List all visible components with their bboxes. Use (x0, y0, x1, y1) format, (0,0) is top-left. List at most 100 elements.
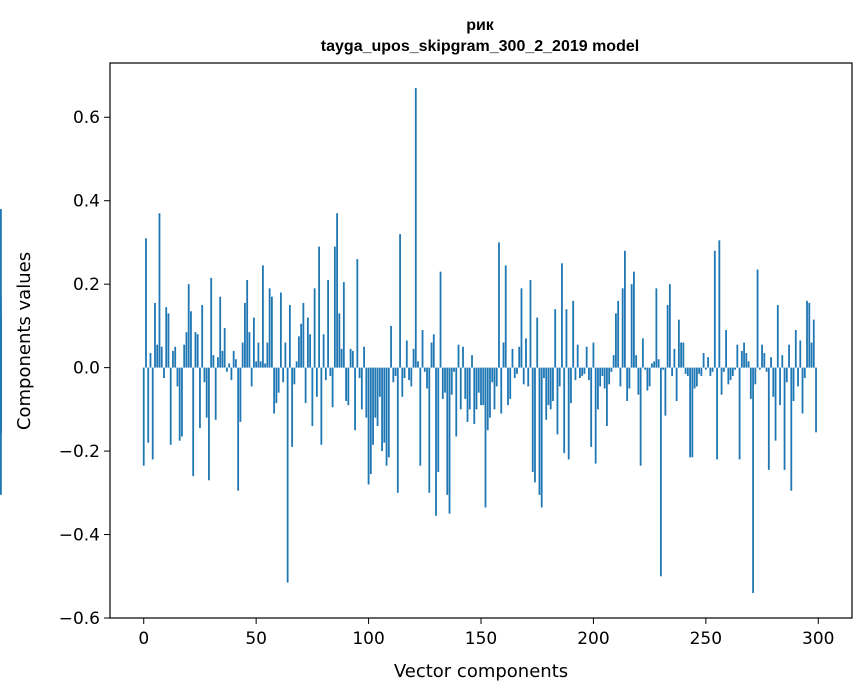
bar (248, 332, 251, 368)
bar (428, 367, 431, 493)
bar (561, 263, 563, 368)
bar (545, 367, 548, 420)
bar (383, 367, 386, 443)
bar (441, 367, 444, 399)
bar (194, 332, 197, 368)
bar (318, 246, 321, 368)
bar (565, 309, 568, 368)
bar (309, 334, 312, 368)
bar (718, 240, 721, 368)
bar (423, 367, 426, 372)
bar (552, 367, 554, 401)
chart-subtitle: tayga_upos_skipgram_300_2_2019 model (321, 38, 639, 55)
bar (776, 305, 779, 368)
bar (543, 367, 545, 379)
bar (142, 367, 145, 466)
bar (648, 367, 651, 387)
bar (547, 367, 550, 406)
bar (414, 88, 417, 368)
bar (624, 250, 626, 368)
bar (716, 367, 718, 460)
bar (500, 367, 503, 414)
bar (226, 367, 228, 372)
bar (360, 367, 363, 410)
bar (253, 317, 255, 368)
bar (372, 367, 374, 445)
bar (727, 367, 730, 385)
bar (797, 367, 799, 387)
bar (192, 367, 195, 477)
x-tick-label: 150 (465, 629, 497, 649)
bar (585, 346, 588, 368)
bar (803, 367, 806, 379)
x-tick-label: 250 (690, 629, 722, 649)
bar (511, 348, 514, 368)
y-axis-label: Components values (14, 252, 35, 430)
bar (581, 367, 584, 376)
bar (790, 367, 793, 491)
bar (151, 367, 154, 460)
bar (259, 361, 262, 368)
bar (556, 367, 559, 435)
bar (720, 367, 723, 395)
y-tick-label: 0.2 (73, 275, 100, 295)
bar (286, 367, 289, 583)
bar (264, 363, 267, 368)
bar (574, 367, 577, 381)
bar (504, 265, 507, 368)
bar (167, 313, 170, 368)
bar (758, 367, 761, 370)
bar (644, 367, 647, 370)
bar (538, 367, 541, 495)
bar (471, 355, 473, 368)
bar (657, 359, 660, 368)
bar (300, 323, 303, 368)
bar (621, 288, 624, 368)
bar (608, 367, 611, 385)
bar (810, 342, 813, 368)
bar (725, 330, 727, 368)
bar (486, 367, 489, 431)
bar (459, 367, 462, 410)
bar (374, 367, 377, 418)
bar (615, 313, 617, 368)
y-tick-label: −0.6 (59, 609, 100, 629)
bar (603, 367, 606, 389)
bar (767, 367, 770, 470)
bar (288, 305, 291, 368)
bar (432, 334, 435, 368)
bar (160, 346, 163, 368)
bar (729, 367, 732, 381)
bar (682, 342, 685, 368)
bar (378, 367, 381, 397)
bar (641, 338, 644, 368)
bar (448, 367, 451, 514)
bar (228, 363, 231, 368)
x-axis-ticks: 0 50 100 150 200 250 300 (138, 618, 834, 649)
bar (250, 367, 253, 387)
bar (592, 342, 595, 368)
bar (482, 367, 485, 406)
bar (237, 367, 240, 491)
bar (419, 367, 422, 466)
bar (583, 367, 586, 374)
bar (367, 367, 370, 485)
bar (522, 367, 525, 385)
y-axis-ticks: −0.6 −0.4 −0.2 0.0 0.2 0.4 0.6 (59, 108, 110, 629)
bar (693, 367, 696, 389)
bar (473, 367, 476, 424)
bar (203, 367, 206, 383)
bar (241, 342, 244, 368)
bar (579, 367, 581, 379)
bar (176, 367, 179, 387)
bar (246, 279, 249, 368)
bar (772, 367, 775, 397)
bar (387, 367, 390, 458)
bar (163, 367, 165, 379)
bar (601, 367, 604, 376)
x-axis-label: Vector components (394, 661, 568, 682)
bar (401, 367, 404, 397)
y-tick-label: 0.0 (73, 359, 100, 379)
bar (731, 367, 734, 376)
bar (363, 346, 365, 368)
